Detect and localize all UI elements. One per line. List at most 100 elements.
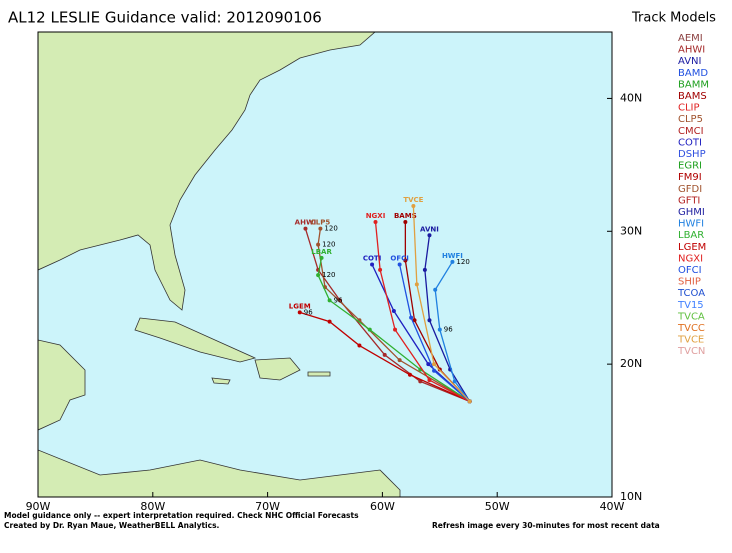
legend-entry: BAMS [678, 91, 707, 102]
hour-label: 120 [324, 225, 337, 233]
x-tick-label: 40W [600, 500, 625, 513]
track-point [411, 204, 416, 209]
track-point [426, 362, 431, 367]
y-tick-label: 10N [620, 490, 642, 503]
legend-entry: AVNI [678, 56, 701, 67]
legend-entry: LGEM [678, 242, 706, 253]
track-name: HWFI [442, 252, 463, 260]
legend-entry: NGXI [678, 253, 703, 264]
legend-entry: FM9I [678, 172, 702, 183]
track-point [393, 327, 398, 332]
footer-note: Model guidance only -- expert interpreta… [4, 511, 359, 520]
track-name: AHWI [295, 219, 317, 227]
legend-entry: GFTI [678, 195, 700, 206]
legend-entry: DSHP [678, 149, 706, 160]
track-point [397, 358, 402, 363]
legend-entry: CLP5 [678, 114, 703, 125]
legend-entry: TVCA [677, 311, 705, 322]
track-point [432, 368, 437, 373]
track-point [319, 255, 324, 260]
legend-entry: AEMI [678, 33, 703, 44]
track-point [433, 287, 438, 292]
track-point [391, 309, 396, 313]
track-point [303, 226, 308, 231]
y-tick-label: 40N [620, 91, 642, 104]
y-tick-label: 20N [620, 357, 642, 370]
hour-label: 96 [444, 326, 453, 334]
track-point [318, 226, 323, 231]
legend-entry: CMCI [678, 126, 704, 137]
hour-label: 120 [322, 241, 335, 249]
track-point [378, 267, 383, 272]
track-name: TVCE [403, 196, 423, 204]
track-point [432, 362, 437, 367]
track-point [437, 327, 442, 332]
legend-entry: EGRI [678, 161, 702, 172]
legend-title: Track Models [631, 11, 716, 26]
footer-refresh: Refresh image every 30-minutes for most … [432, 521, 660, 530]
x-tick-label: 90W [26, 500, 51, 513]
map-title: AL12 LESLIE Guidance valid: 2012090106 [8, 9, 322, 27]
x-tick-label: 80W [140, 500, 165, 513]
track-point [422, 267, 427, 272]
legend-entry: TVCE [677, 335, 704, 346]
legend-entry: GHMI [678, 207, 705, 218]
track-point [427, 233, 432, 238]
track-point [409, 315, 414, 320]
x-tick-label: 50W [485, 500, 510, 513]
track-point [297, 310, 302, 315]
x-tick-label: 60W [370, 500, 395, 513]
track-point [403, 219, 408, 224]
track-point [467, 399, 472, 404]
hour-label: 120 [322, 271, 335, 279]
track-point [414, 282, 419, 287]
track-point [357, 343, 362, 348]
legend-entry: TVCC [677, 323, 705, 334]
track-name: CLP5 [311, 219, 331, 227]
legend-entry: LBAR [678, 230, 704, 241]
track-name: COTI [363, 255, 381, 263]
track-point [327, 298, 332, 303]
track-point [403, 258, 408, 263]
track-point [412, 318, 417, 323]
footer-credit: Created by Dr. Ryan Maue, WeatherBELL An… [4, 521, 220, 530]
track-point [316, 273, 321, 278]
legend-entry: AHWI [678, 45, 705, 56]
track-line [304, 228, 470, 402]
track-point [452, 379, 457, 384]
track-point [367, 327, 372, 332]
hour-label: 96 [304, 308, 313, 316]
legend-entry: SHIP [678, 277, 701, 288]
legend-entry: HWFI [678, 219, 704, 230]
track-point [370, 262, 375, 267]
track-line [371, 264, 471, 402]
track-name: OFCI [390, 255, 408, 263]
x-tick-label: 70W [255, 500, 280, 513]
track-point [373, 219, 378, 224]
track-name: AVNI [420, 225, 439, 233]
legend-entry: BAMM [678, 79, 709, 90]
track-point [327, 319, 332, 324]
track-point [427, 318, 432, 323]
hour-label: 120 [456, 258, 469, 266]
track-name: BAMS [394, 212, 417, 220]
legend-entry: TVCN [677, 346, 705, 357]
track-point [316, 242, 321, 247]
legend-entry: TCOA [677, 288, 705, 299]
hour-label: 96 [334, 296, 343, 304]
legend-entry: TV15 [677, 300, 704, 311]
track-name: LGEM [289, 302, 311, 310]
track-line [398, 264, 471, 402]
track-line [317, 257, 471, 402]
track-point [427, 378, 432, 383]
legend-entry: OFCI [678, 265, 702, 276]
track-point [450, 259, 455, 264]
track-point [407, 372, 412, 377]
map-frame [37, 31, 613, 498]
legend-entry: GFDI [678, 184, 702, 195]
legend-entry: CLIP [678, 103, 700, 114]
track-point [397, 262, 402, 267]
land [38, 32, 401, 497]
track-name: NGXI [366, 212, 386, 220]
